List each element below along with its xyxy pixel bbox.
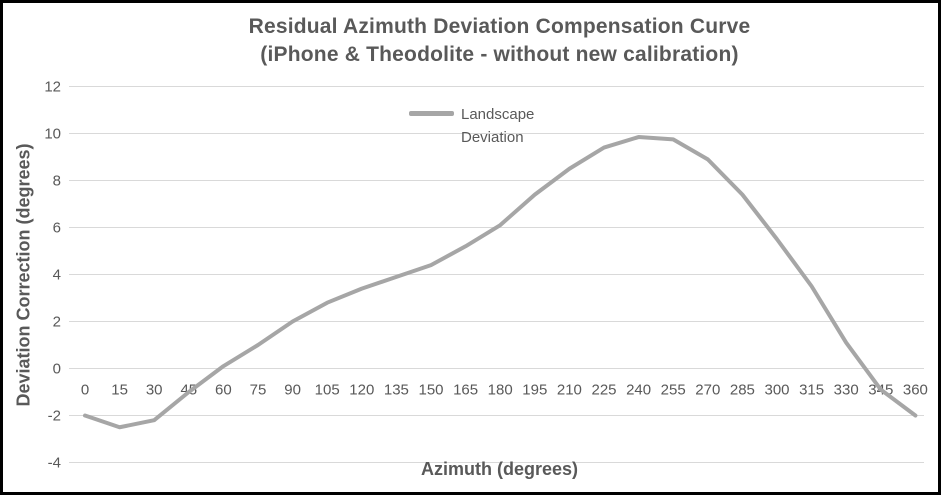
x-tick-label: 135	[384, 382, 409, 399]
x-tick-label: 120	[349, 382, 374, 399]
x-tick-label: 180	[488, 382, 513, 399]
x-tick-label: 0	[81, 382, 89, 399]
deviation-series-line	[83, 135, 918, 430]
x-tick-label: 60	[215, 382, 232, 399]
x-tick-label: 240	[626, 382, 651, 399]
y-tick-label: -2	[48, 408, 61, 425]
legend-series-label: Landscape Deviation	[461, 106, 535, 146]
chart-title: Residual Azimuth Deviation Compensation …	[73, 13, 926, 69]
chart-title-line2: (iPhone & Theodolite - without new calib…	[260, 43, 739, 66]
legend: Landscape Deviation	[409, 103, 553, 149]
y-tick-label: -4	[48, 455, 61, 472]
y-tick-label: 6	[53, 220, 61, 237]
y-axis-title: Deviation Correction (degrees)	[13, 143, 34, 407]
y-tick-label: 2	[53, 314, 61, 331]
y-tick-label: 4	[53, 267, 61, 284]
x-tick-label: 225	[591, 382, 616, 399]
x-tick-label: 15	[111, 382, 128, 399]
x-tick-label: 195	[522, 382, 547, 399]
x-tick-label: 30	[146, 382, 163, 399]
x-axis-title: Azimuth (degrees)	[420, 459, 579, 479]
x-tick-label: 90	[284, 382, 301, 399]
x-tick-label: 270	[695, 382, 720, 399]
y-tick-label: 10	[44, 126, 61, 143]
legend-line-sample	[409, 111, 454, 116]
x-tick-label: 300	[764, 382, 789, 399]
x-tick-label: 105	[315, 382, 340, 399]
x-tick-label: 75	[250, 382, 267, 399]
y-tick-label: 0	[53, 361, 61, 378]
x-tick-label: 255	[661, 382, 686, 399]
x-tick-label: 315	[799, 382, 824, 399]
y-tick-label: 8	[53, 173, 61, 190]
x-tick-label: 360	[903, 382, 928, 399]
x-tick-label: 285	[730, 382, 755, 399]
y-tick-label: 12	[44, 79, 61, 96]
x-tick-label: 150	[418, 382, 443, 399]
x-tick-label: 210	[557, 382, 582, 399]
chart-title-line1: Residual Azimuth Deviation Compensation …	[248, 15, 751, 38]
x-tick-label: 330	[834, 382, 859, 399]
x-tick-label: 165	[453, 382, 478, 399]
